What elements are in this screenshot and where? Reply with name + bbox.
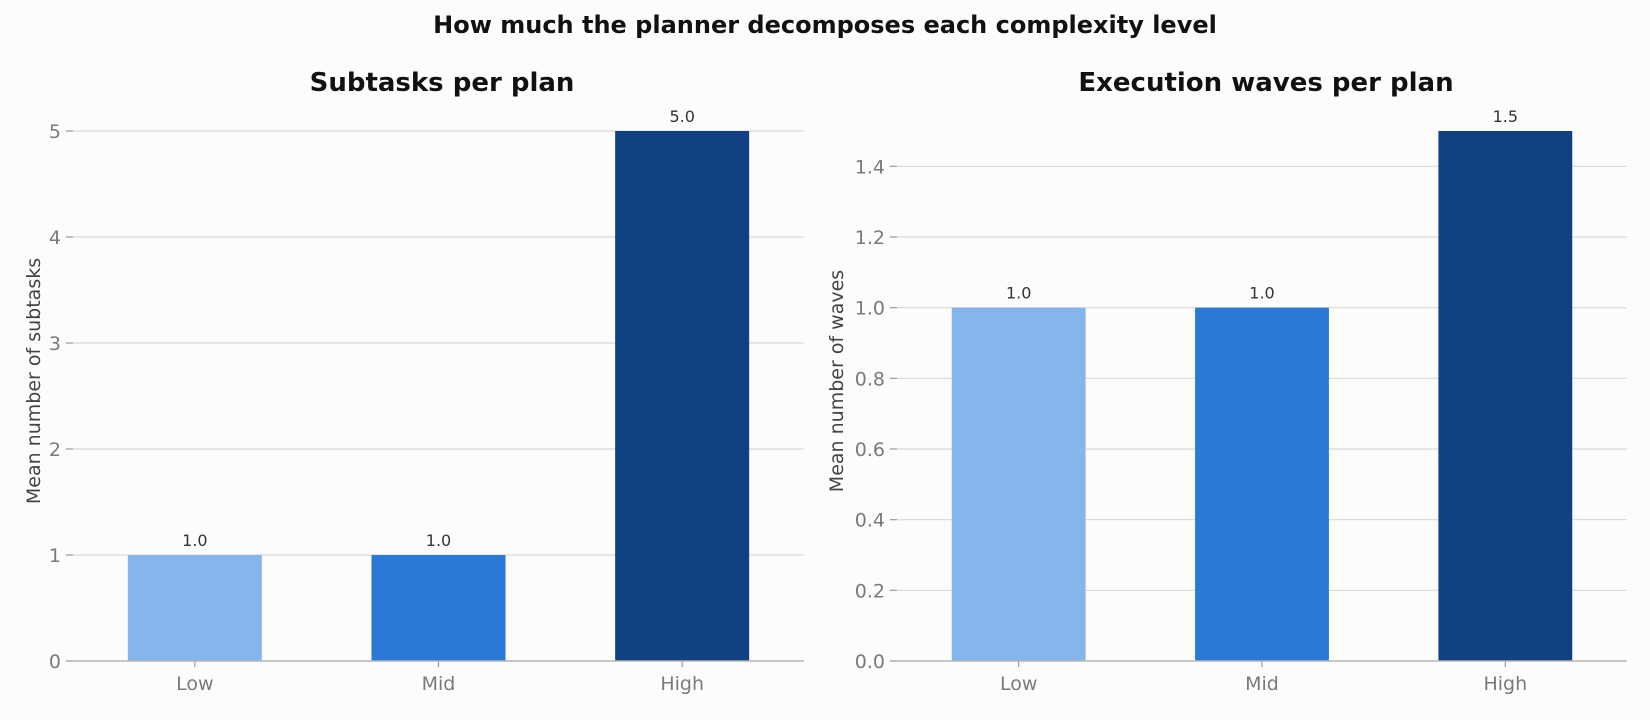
subtasks-y-tick-label: 5 (49, 121, 61, 143)
subtasks-y-tick-label: 3 (49, 333, 61, 355)
subtasks-value-label-low: 1.0 (182, 531, 207, 550)
subtasks-value-label-mid: 1.0 (426, 531, 451, 550)
subtasks-y-tick-label: 1 (49, 545, 61, 567)
subtasks-bars (127, 131, 750, 661)
subtasks-y-tick-label: 0 (49, 651, 61, 673)
subtasks-y-tick-label: 4 (49, 227, 61, 249)
subtasks-axes: 0 1 2 3 4 5 Low Mid High (49, 121, 804, 695)
subtasks-bar-high (615, 131, 750, 661)
waves-value-label-mid: 1.0 (1249, 284, 1274, 303)
waves-chart-title: Execution waves per plan (1078, 68, 1453, 98)
waves-y-axis-label: Mean number of waves (826, 270, 848, 492)
waves-bars (951, 131, 1573, 661)
waves-axes: 0.0 0.2 0.4 0.6 0.8 1.0 1.2 1.4 Low Mid High (855, 156, 1627, 695)
waves-y-tick-label: 1.4 (855, 156, 885, 178)
waves-bar-low (951, 307, 1086, 661)
subtasks-x-tick-label-high: High (660, 673, 704, 695)
subtasks-x-tick-label-low: Low (176, 673, 213, 695)
waves-y-tick-label: 1.0 (855, 298, 885, 320)
waves-y-tick-label: 0.4 (855, 510, 885, 532)
subtasks-bar-low (127, 555, 262, 661)
subtasks-chart-title: Subtasks per plan (310, 68, 575, 98)
waves-y-tick-label: 0.2 (855, 580, 885, 602)
subtasks-y-axis-label: Mean number of subtasks (23, 258, 45, 504)
subtasks-bar-mid (371, 555, 506, 661)
waves-value-labels: 1.0 1.0 1.5 (1006, 107, 1518, 303)
subtasks-y-tick-label: 2 (49, 439, 61, 461)
figure-title: How much the planner decomposes each com… (433, 11, 1217, 39)
subtasks-x-tick-label-mid: Mid (422, 673, 456, 695)
waves-y-tick-label: 1.2 (855, 227, 885, 249)
waves-y-tick-label: 0.6 (855, 439, 885, 461)
subtasks-value-label-high: 5.0 (669, 107, 694, 126)
subtasks-chart-panel: Subtasks per plan Mean number of subtask… (23, 68, 804, 695)
waves-chart-panel: Execution waves per plan Mean number of … (826, 68, 1627, 695)
waves-value-label-high: 1.5 (1493, 107, 1518, 126)
waves-x-tick-label-high: High (1483, 673, 1527, 695)
waves-x-tick-label-mid: Mid (1245, 673, 1279, 695)
waves-y-tick-label: 0.0 (855, 651, 885, 673)
waves-bar-mid (1195, 307, 1329, 661)
waves-x-tick-label-low: Low (1000, 673, 1037, 695)
waves-value-label-low: 1.0 (1006, 284, 1031, 303)
waves-y-tick-label: 0.8 (855, 368, 885, 390)
subtasks-value-labels: 1.0 1.0 5.0 (182, 107, 695, 550)
waves-bar-high (1438, 131, 1573, 661)
